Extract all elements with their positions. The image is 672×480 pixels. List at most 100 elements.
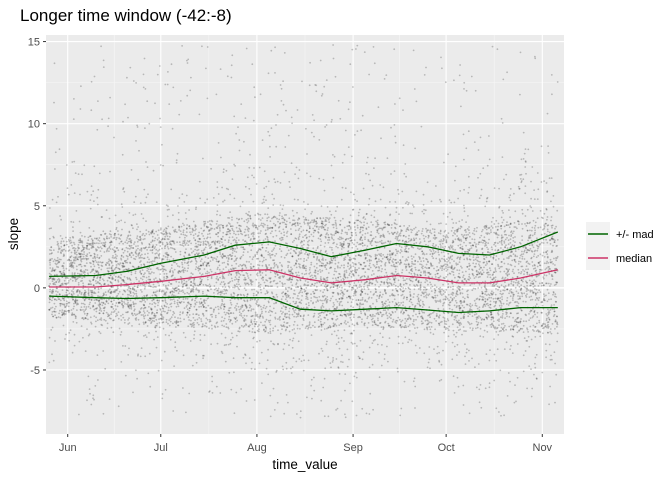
scatter-point <box>157 250 159 252</box>
scatter-point <box>166 254 169 257</box>
scatter-point <box>247 309 250 312</box>
scatter-point <box>445 234 448 236</box>
scatter-point <box>506 288 509 291</box>
scatter-point <box>232 291 235 294</box>
scatter-point <box>76 272 79 275</box>
scatter-point <box>192 288 195 291</box>
scatter-point <box>190 281 193 284</box>
scatter-point <box>240 306 242 308</box>
scatter-point <box>182 387 184 389</box>
scatter-point <box>258 362 261 365</box>
scatter-point <box>363 324 366 327</box>
scatter-point <box>74 298 77 301</box>
scatter-point <box>495 259 497 261</box>
scatter-point <box>366 245 369 248</box>
scatter-point <box>73 243 76 246</box>
scatter-point <box>373 321 376 323</box>
scatter-point <box>353 257 356 260</box>
scatter-point <box>243 220 246 223</box>
scatter-point <box>334 219 337 222</box>
scatter-point <box>355 234 358 237</box>
scatter-point <box>121 228 123 231</box>
scatter-point <box>197 243 200 246</box>
scatter-point <box>443 247 446 250</box>
scatter-point <box>274 317 277 320</box>
scatter-point <box>96 254 99 256</box>
scatter-point <box>149 278 152 281</box>
scatter-point <box>462 254 465 257</box>
scatter-point <box>339 266 341 269</box>
scatter-point <box>359 316 362 319</box>
scatter-point <box>411 267 413 270</box>
scatter-point <box>494 267 497 270</box>
scatter-point <box>259 283 262 286</box>
scatter-point <box>500 307 503 310</box>
scatter-point <box>391 272 394 275</box>
scatter-point <box>304 289 307 292</box>
scatter-point <box>98 240 101 242</box>
scatter-point <box>439 300 442 303</box>
scatter-point <box>156 299 159 302</box>
scatter-point <box>532 282 535 285</box>
scatter-point <box>419 263 421 265</box>
scatter-point <box>540 181 543 183</box>
scatter-point <box>189 231 191 234</box>
scatter-point <box>241 233 244 236</box>
scatter-point <box>370 240 373 243</box>
scatter-point <box>73 160 76 163</box>
scatter-point <box>58 280 61 282</box>
scatter-point <box>107 117 110 120</box>
scatter-point <box>475 318 478 321</box>
scatter-point <box>323 294 326 297</box>
scatter-point <box>164 238 166 241</box>
scatter-point <box>244 265 247 268</box>
scatter-point <box>273 262 276 264</box>
scatter-point <box>348 222 351 224</box>
scatter-point <box>442 212 445 215</box>
scatter-point <box>83 270 85 273</box>
scatter-point <box>475 298 478 301</box>
scatter-point <box>219 293 222 296</box>
scatter-point <box>456 321 458 324</box>
scatter-point <box>151 230 153 233</box>
scatter-point <box>228 236 231 239</box>
scatter-point <box>509 242 512 244</box>
scatter-point <box>364 299 367 301</box>
scatter-point <box>267 373 270 376</box>
scatter-point <box>371 239 374 242</box>
scatter-point <box>461 219 463 221</box>
scatter-point <box>184 282 186 285</box>
scatter-point <box>478 197 481 200</box>
scatter-point <box>298 251 301 254</box>
scatter-point <box>77 239 80 242</box>
scatter-point <box>272 307 275 310</box>
scatter-point <box>465 239 467 242</box>
scatter-point <box>443 255 446 258</box>
scatter-point <box>191 298 194 301</box>
scatter-point <box>131 325 133 327</box>
scatter-point <box>359 263 362 266</box>
scatter-point <box>65 304 68 307</box>
scatter-point <box>393 294 396 297</box>
scatter-point <box>470 247 473 249</box>
scatter-point <box>556 244 558 247</box>
scatter-point <box>550 275 553 277</box>
scatter-point <box>458 276 461 279</box>
scatter-point <box>335 232 337 235</box>
scatter-point <box>285 226 287 229</box>
scatter-point <box>453 201 456 204</box>
scatter-point <box>207 278 209 281</box>
scatter-point <box>428 358 431 361</box>
scatter-point <box>384 263 386 266</box>
scatter-point <box>178 236 181 239</box>
scatter-point <box>257 249 260 252</box>
scatter-point <box>421 322 423 325</box>
scatter-point <box>233 232 235 235</box>
scatter-point <box>397 335 400 338</box>
scatter-point <box>305 229 308 232</box>
scatter-point <box>278 214 281 217</box>
scatter-point <box>492 291 495 294</box>
scatter-point <box>497 258 500 260</box>
scatter-point <box>70 184 73 186</box>
scatter-point <box>281 312 283 315</box>
